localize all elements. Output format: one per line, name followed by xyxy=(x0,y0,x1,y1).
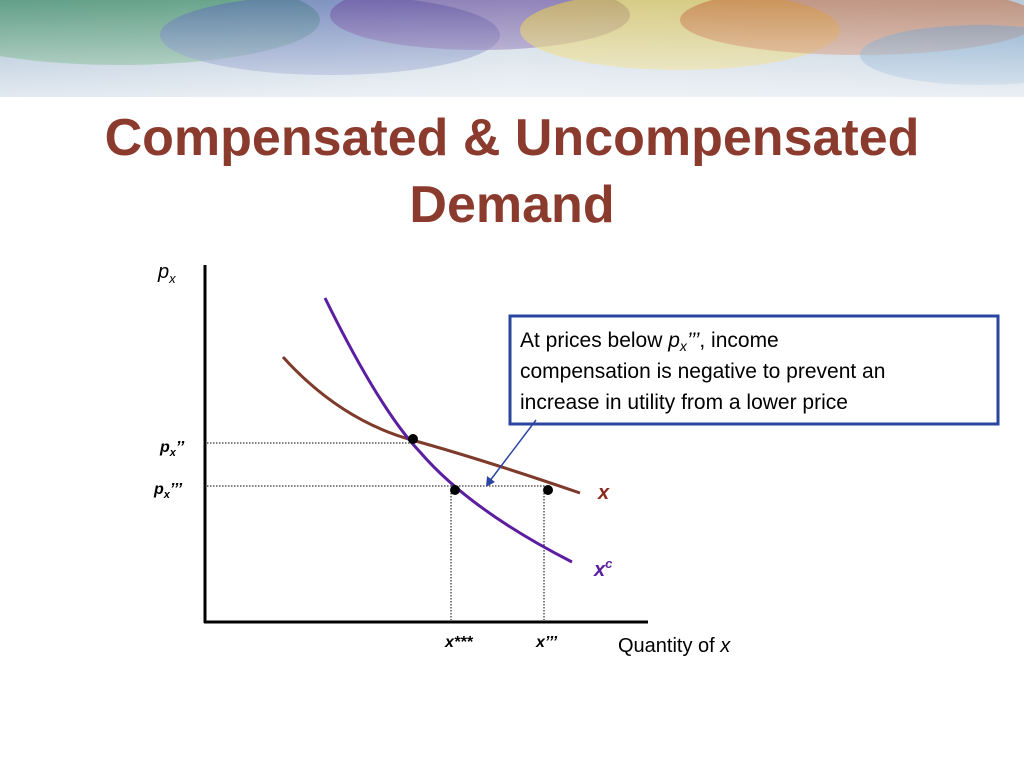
quantity-label: x*** xyxy=(444,634,473,651)
curve-label: x xyxy=(597,482,610,504)
callout-box xyxy=(508,314,1000,426)
label-part: ’’’ xyxy=(545,634,558,651)
label-part: x xyxy=(593,559,606,581)
label-part: *** xyxy=(454,634,473,651)
arrow-head xyxy=(486,476,495,487)
label-part: x xyxy=(444,634,455,651)
compensated-demand-curve xyxy=(323,297,573,564)
y-axis-label: px xyxy=(157,261,176,286)
text-part: x xyxy=(679,338,688,354)
point xyxy=(543,485,553,495)
text-part: ’’’ xyxy=(687,329,700,352)
callout-line: increase in utility from a lower price xyxy=(520,391,848,414)
label-part: x xyxy=(169,447,177,459)
label-part: c xyxy=(605,556,613,571)
label-part: p xyxy=(153,481,164,498)
callout-line: compensation is negative to prevent an xyxy=(520,360,885,383)
label-part: x xyxy=(163,489,171,501)
label-part: p xyxy=(157,261,169,283)
price-label: px’’ xyxy=(159,439,185,459)
label-part: ’’’ xyxy=(170,481,183,498)
header-banner xyxy=(0,0,1024,97)
label-part: p xyxy=(159,439,170,456)
text-part: p xyxy=(667,329,680,352)
label-part: ’’ xyxy=(176,439,185,456)
label-part: x xyxy=(719,635,731,657)
label-part: x xyxy=(535,634,546,651)
x-axis-label: Quantity of x xyxy=(618,635,731,657)
label-part: x xyxy=(168,271,176,286)
text-part: , income xyxy=(699,329,778,352)
quantity-label: x’’’ xyxy=(535,634,558,651)
point xyxy=(408,434,418,444)
title-line: Demand xyxy=(409,176,614,234)
text-part: At prices below xyxy=(520,329,668,352)
price-label: px’’’ xyxy=(153,481,183,501)
label-part: Quantity of xyxy=(618,635,720,657)
callout-line: At prices below px’’’, income xyxy=(520,329,779,354)
title-line: Compensated & Uncompensated xyxy=(105,109,920,167)
point xyxy=(450,485,460,495)
callout-arrow xyxy=(488,419,537,483)
curve-label: xc xyxy=(593,556,613,581)
